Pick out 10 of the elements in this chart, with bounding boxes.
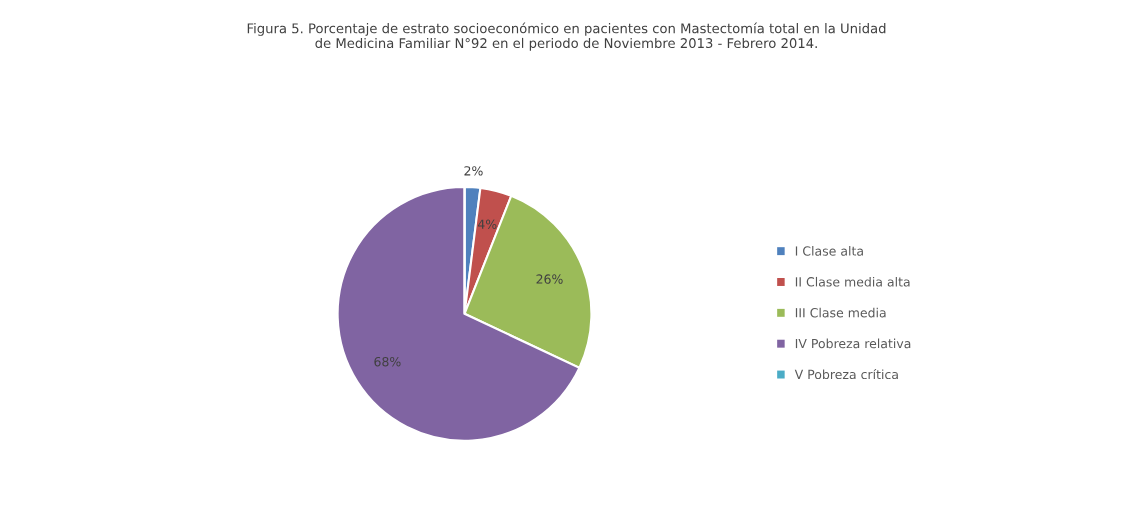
legend-label: II Clase media alta xyxy=(795,276,910,287)
legend-label: III Clase media xyxy=(795,307,886,318)
legend-label: I Clase alta xyxy=(795,246,863,256)
data-label: 68% xyxy=(374,356,401,367)
data-label: 4% xyxy=(477,219,497,229)
legend-label: IV Pobreza relativa xyxy=(795,338,911,349)
data-label: 26% xyxy=(536,274,563,284)
data-label: 2% xyxy=(464,166,483,176)
legend-label: V Pobreza crítica xyxy=(794,368,898,380)
chart-title: Figura 5. Porcentaje de estrato socioeconómico en pacientes con Mastectomía total en la Unidad de Medicina Familiar N°92 en el periodo de Noviembre 2013 - Febrero 2014. xyxy=(247,22,886,51)
